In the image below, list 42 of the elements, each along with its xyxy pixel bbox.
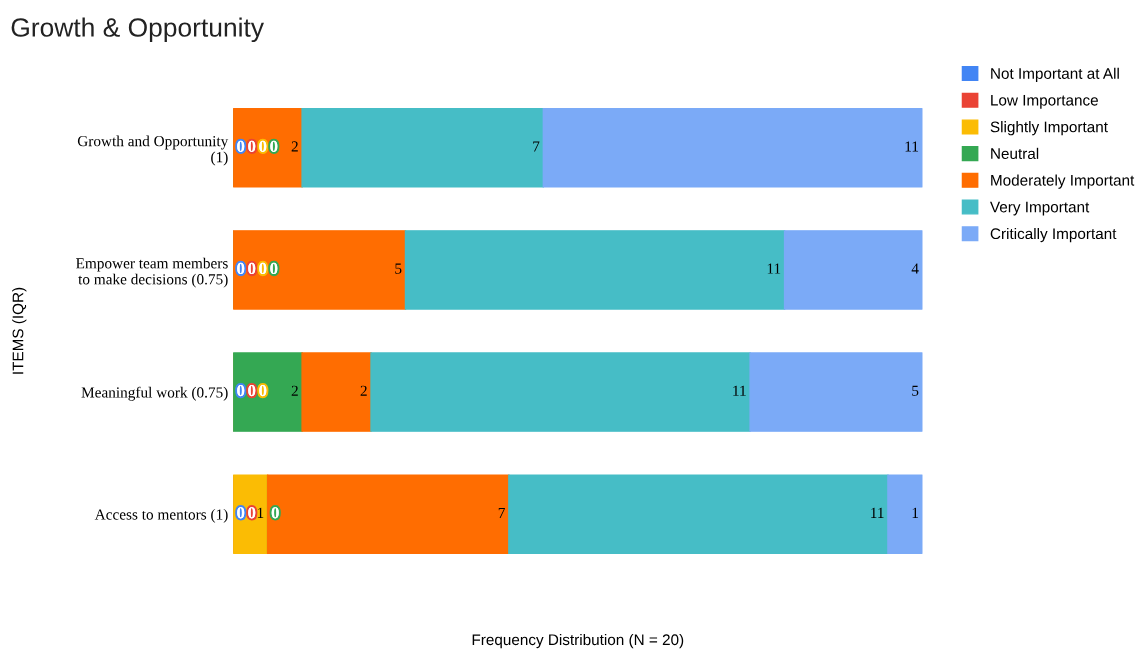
annotation: 0 xyxy=(259,262,267,275)
y-tick-label: Meaningful work (0.75) xyxy=(81,386,228,401)
y-tick-label: Access to mentors (1) xyxy=(94,508,228,523)
annotation: 0 xyxy=(270,262,278,275)
legend-label: Not Important at All xyxy=(991,67,1119,82)
annotation: 0 xyxy=(259,384,267,397)
annotation: 0 xyxy=(271,507,279,519)
annotation: 0 xyxy=(248,384,256,397)
legend-label: Critically Important xyxy=(990,227,1117,243)
legend-label: Moderately Important xyxy=(991,174,1135,189)
data-label: 11 xyxy=(733,385,746,396)
data-label: 7 xyxy=(533,141,540,152)
data-label: 1 xyxy=(257,507,264,518)
annotation: 0 xyxy=(259,140,267,152)
legend-label: Very Important xyxy=(990,201,1090,216)
annotation: 0 xyxy=(270,140,278,152)
y-tick-label: Growth and Opportunity (1) xyxy=(77,135,229,166)
data-label: 2 xyxy=(291,385,298,396)
data-label: 11 xyxy=(767,263,781,274)
data-label: 7 xyxy=(498,507,505,518)
chart-title: Growth & Opportunity xyxy=(11,17,264,43)
y-tick-label: Empower team members to make decisions (0.75) xyxy=(76,257,228,288)
data-label: 2 xyxy=(291,141,298,152)
annotation: 0 xyxy=(248,262,256,275)
data-label: 2 xyxy=(360,385,367,396)
legend-label: Neutral xyxy=(991,147,1039,160)
annotation: 0 xyxy=(237,140,245,152)
annotation: 0 xyxy=(237,384,245,397)
data-label: 1 xyxy=(912,507,919,518)
data-label: 5 xyxy=(395,263,402,274)
annotation: 0 xyxy=(248,140,256,152)
data-label: 5 xyxy=(912,385,919,396)
data-label: 11 xyxy=(905,141,919,152)
x-axis-title: Frequency Distribution (N = 20) xyxy=(472,633,684,649)
legend-label: Low Importance xyxy=(991,94,1098,109)
y-axis-title: ITEMS (IQR) xyxy=(12,287,27,374)
data-label: 11 xyxy=(871,507,884,518)
annotation: 0 xyxy=(237,262,245,275)
annotation: 0 xyxy=(237,507,245,519)
legend-label: Slightly Important xyxy=(990,121,1108,136)
annotation: 0 xyxy=(248,507,256,519)
data-label: 4 xyxy=(911,263,919,274)
